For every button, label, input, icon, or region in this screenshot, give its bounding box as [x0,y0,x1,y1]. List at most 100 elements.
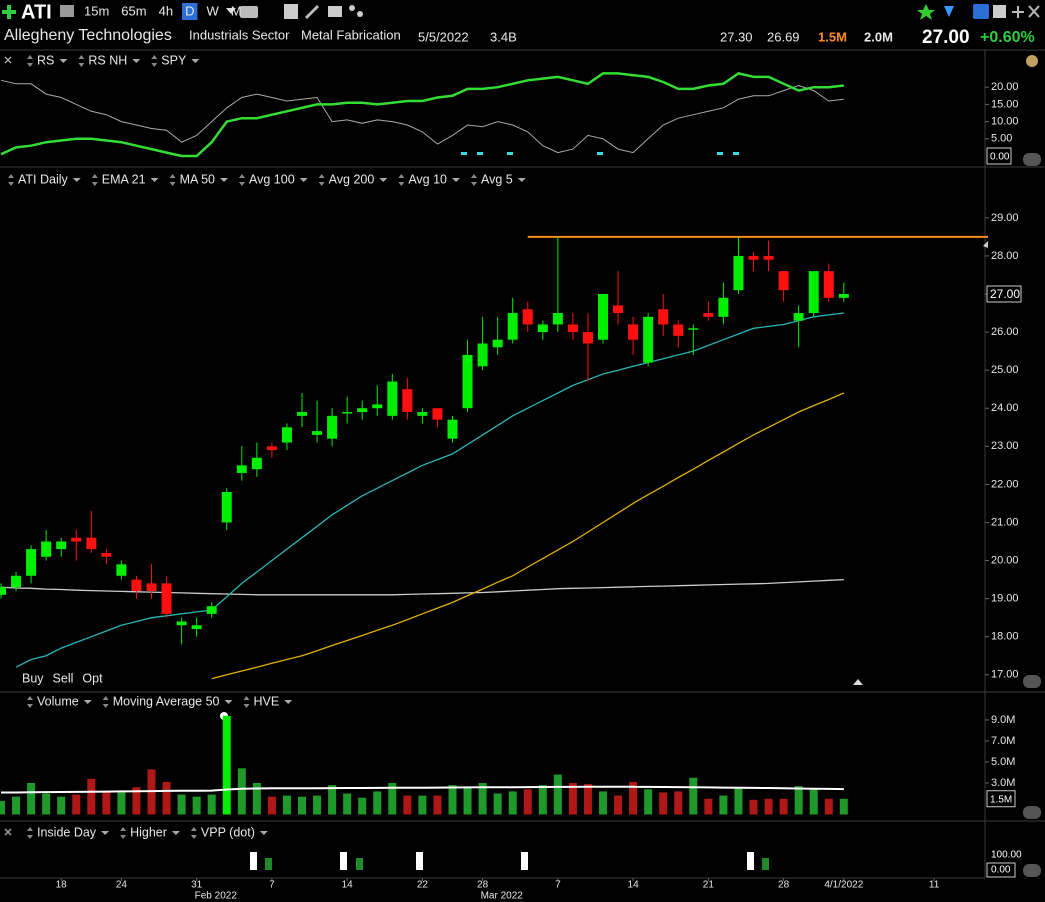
candle-body [206,606,217,614]
legend-dropdown[interactable] [284,700,293,704]
legend-handle[interactable] [120,827,127,839]
legend-handle[interactable] [169,174,176,186]
icon[interactable] [60,5,74,17]
icon[interactable] [944,6,954,17]
icon[interactable] [284,4,298,19]
legend-handle[interactable] [27,55,33,67]
legend-item[interactable]: Avg 200 [329,172,375,186]
legend-handle[interactable] [318,174,325,186]
x-tick-label: 28 [477,880,489,891]
close[interactable] [1028,5,1040,18]
volume-bar [343,793,352,815]
candle-body [718,297,729,317]
ma50-line [211,392,845,680]
icon[interactable] [240,6,258,18]
legend-item[interactable]: Avg 5 [481,172,513,186]
icon[interactable] [328,6,342,17]
legend-handle[interactable] [91,174,98,186]
icon[interactable] [973,4,989,19]
legend-dropdown[interactable] [72,178,81,182]
legend-item[interactable]: SPY [161,53,187,67]
volume-bar [192,796,201,815]
trade-button[interactable]: Opt [82,671,103,685]
legend-dropdown[interactable] [59,59,68,63]
candle-body [492,339,503,348]
legend-dropdown[interactable] [220,178,228,182]
symbol[interactable]: ATI [21,1,52,23]
volume-bar [659,792,668,815]
legend-dropdown[interactable] [191,59,200,63]
y-tick-label: 0.00 [991,865,1011,876]
legend-dropdown[interactable] [171,831,180,835]
volume-bar [42,793,51,815]
timeframe[interactable]: D [185,3,194,18]
volume-bar [794,786,803,815]
legend-item[interactable]: VPP (dot) [201,825,255,839]
timeframe[interactable]: 15m [84,3,109,18]
legend-handle[interactable] [78,55,85,67]
legend-handle[interactable] [8,174,14,186]
trade-button[interactable]: Sell [53,671,74,685]
x-tick-label: 21 [703,880,715,891]
legend-handle[interactable] [471,174,478,186]
legend-dropdown[interactable] [132,59,141,63]
legend-item[interactable]: ATI Daily [18,172,69,186]
legend-item[interactable]: RS NH [88,53,127,67]
legend-item[interactable]: Volume [37,694,79,708]
close-panel[interactable] [4,828,12,836]
legend-dropdown[interactable] [150,178,159,182]
legend-handle[interactable] [27,827,33,839]
legend-dropdown[interactable] [379,178,388,182]
legend-item[interactable]: MA 50 [180,172,215,186]
scroll-buttons[interactable] [1023,153,1041,877]
legend-handle[interactable] [243,696,250,708]
legend-item[interactable]: Avg 10 [408,172,447,186]
move[interactable] [1012,6,1024,18]
volume-ma-line [1,785,844,794]
candle-body [71,537,82,542]
legend-dropdown[interactable] [224,700,233,704]
legend-handle[interactable] [239,174,245,186]
x-tick-label: 7 [555,880,561,891]
legend-dropdown[interactable] [517,178,526,182]
timeframe[interactable]: M [231,3,242,18]
star[interactable] [917,4,935,20]
legend-item[interactable]: Higher [130,825,167,839]
icon[interactable] [349,5,355,11]
legend-item[interactable]: Inside Day [37,825,97,839]
timeframe-selected[interactable] [182,3,198,20]
close-panel[interactable] [4,56,12,64]
volume-bar [553,774,562,815]
y-tick-label: 23.00 [991,440,1019,452]
legend-item[interactable]: EMA 21 [102,172,146,186]
legend-handle[interactable] [151,55,158,67]
icon[interactable] [304,4,320,20]
trade-button[interactable]: Buy [22,671,44,685]
y-tick-label: 9.0M [991,714,1015,726]
volume-bar [298,796,306,815]
candle-body [327,415,338,439]
legend-item[interactable]: RS [37,53,54,67]
legend-item[interactable]: HVE [254,694,280,708]
icon[interactable] [993,5,1006,18]
dropdown[interactable] [226,8,236,14]
legend-handle[interactable] [27,696,33,708]
legend-item[interactable]: Avg 100 [249,172,295,186]
legend-dropdown[interactable] [299,178,308,182]
icon[interactable] [357,11,363,17]
timeframe[interactable]: 65m [121,3,146,18]
timeframe[interactable]: W [206,3,219,18]
add-icon[interactable] [2,5,16,19]
legend-dropdown[interactable] [452,178,461,182]
value-box-label: 27.00 [990,287,1020,301]
legend-dropdown[interactable] [259,831,268,835]
legend-handle[interactable] [398,174,405,186]
legend-handle[interactable] [102,696,109,708]
legend-handle[interactable] [190,827,197,839]
timeframe[interactable]: 4h [159,3,173,18]
palette[interactable] [1026,55,1038,67]
legend-dropdown[interactable] [101,831,110,835]
legend-item[interactable]: Moving Average 50 [113,694,220,708]
low: 26.69 [767,29,800,44]
legend-dropdown[interactable] [83,700,92,704]
